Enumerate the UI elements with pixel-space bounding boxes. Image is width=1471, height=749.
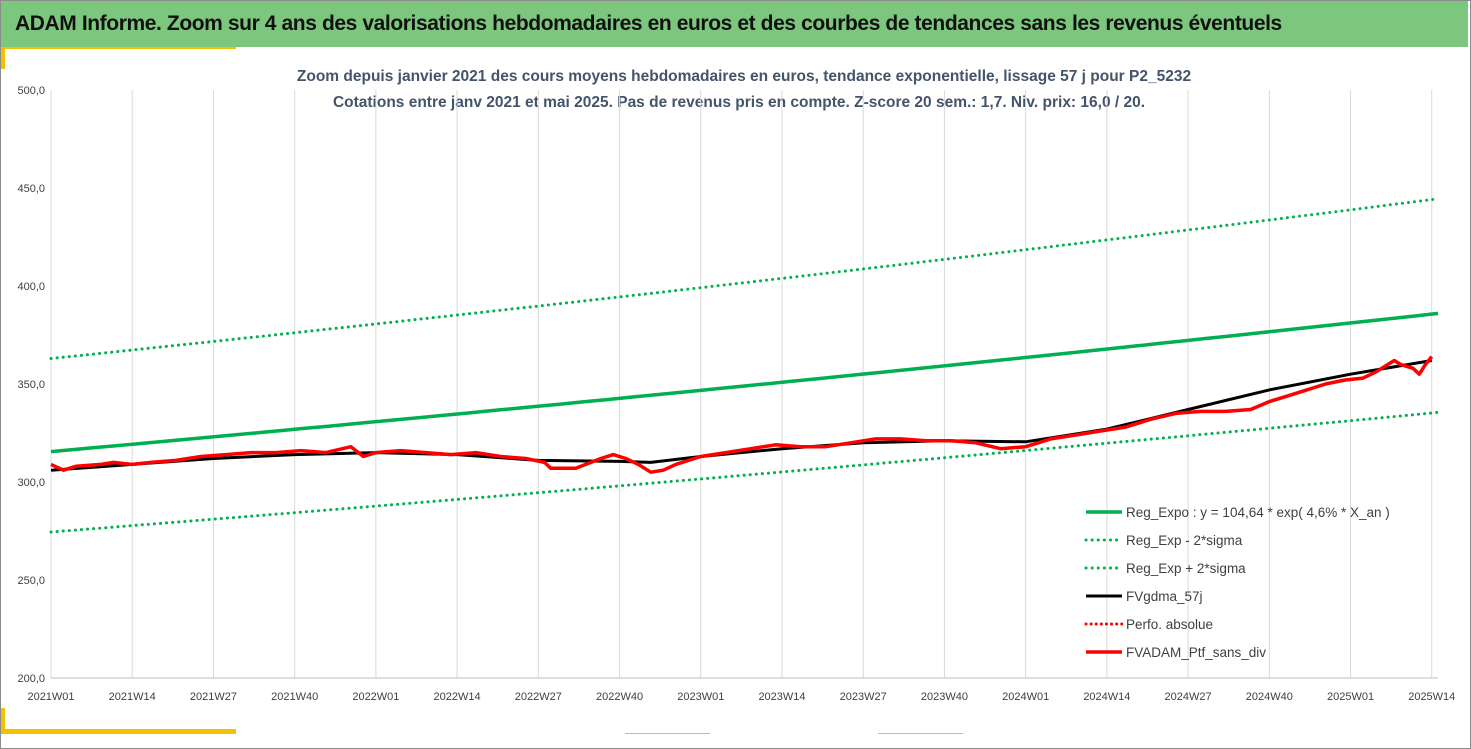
x-tick-label: 2023W14 (758, 691, 805, 703)
x-tick-label: 2023W01 (677, 691, 724, 703)
x-tick-label: 2022W01 (352, 691, 399, 703)
series-line-reg-expo (50, 311, 1439, 454)
x-tick-label: 2021W14 (109, 691, 156, 703)
x-tick-label: 2022W27 (515, 691, 562, 703)
accent-bar-left-top (1, 47, 5, 69)
chart-subtitle-line-1: Zoom depuis janvier 2021 des cours moyen… (297, 68, 1191, 85)
x-tick-label: 2021W27 (190, 691, 237, 703)
series-line-reg-plus-2sigma (49, 197, 1440, 360)
y-tick-label: 350,0 (17, 379, 45, 391)
accent-bar-bottom (1, 729, 236, 734)
legend-reg-plus-2sigma-label: Reg_Exp + 2*sigma (1126, 561, 1246, 576)
legend-fvadam-ptf-label: FVADAM_Ptf_sans_div (1126, 645, 1266, 660)
figure-title: ADAM Informe. Zoom sur 4 ans des valoris… (15, 12, 1282, 35)
x-tick-label: 2024W27 (1165, 691, 1212, 703)
y-tick-label: 450,0 (17, 183, 45, 195)
chart-subtitle-line-2: Cotations entre janv 2021 et mai 2025. P… (333, 94, 1145, 111)
accent-bar-left-bottom (1, 708, 5, 734)
accent-bar-bottom-mid (625, 733, 710, 734)
series-line-fvadam-ptf (50, 355, 1434, 474)
x-tick-label: 2023W40 (921, 691, 968, 703)
y-tick-label: 400,0 (17, 281, 45, 293)
y-tick-label: 200,0 (17, 673, 45, 685)
legend-perfo-absolue-label: Perfo. absolue (1126, 617, 1213, 632)
x-tick-label: 2022W40 (596, 691, 643, 703)
y-tick-label: 250,0 (17, 575, 45, 587)
legend-reg-expo-label: Reg_Expo : y = 104,64 * exp( 4,6% * X_an… (1126, 505, 1390, 520)
x-tick-label: 2021W40 (271, 691, 318, 703)
x-tick-label: 2021W01 (27, 691, 74, 703)
legend-fvgdma-57j-label: FVgdma_57j (1126, 589, 1203, 604)
legend-reg-minus-2sigma-label: Reg_Exp - 2*sigma (1126, 533, 1243, 548)
x-tick-label: 2024W14 (1083, 691, 1130, 703)
series-line-reg-minus-2sigma (49, 410, 1440, 534)
accent-bar-bottom-mid2 (878, 733, 963, 734)
x-tick-label: 2024W40 (1246, 691, 1293, 703)
x-tick-label: 2025W14 (1408, 691, 1455, 703)
accent-bar-left-top-h (1, 47, 236, 49)
x-tick-label: 2025W01 (1327, 691, 1374, 703)
title-bar: ADAM Informe. Zoom sur 4 ans des valoris… (1, 1, 1468, 47)
x-tick-label: 2022W14 (434, 691, 481, 703)
y-tick-label: 300,0 (17, 477, 45, 489)
y-tick-label: 500,0 (17, 85, 45, 97)
x-tick-label: 2024W01 (1002, 691, 1049, 703)
x-tick-label: 2023W27 (840, 691, 887, 703)
